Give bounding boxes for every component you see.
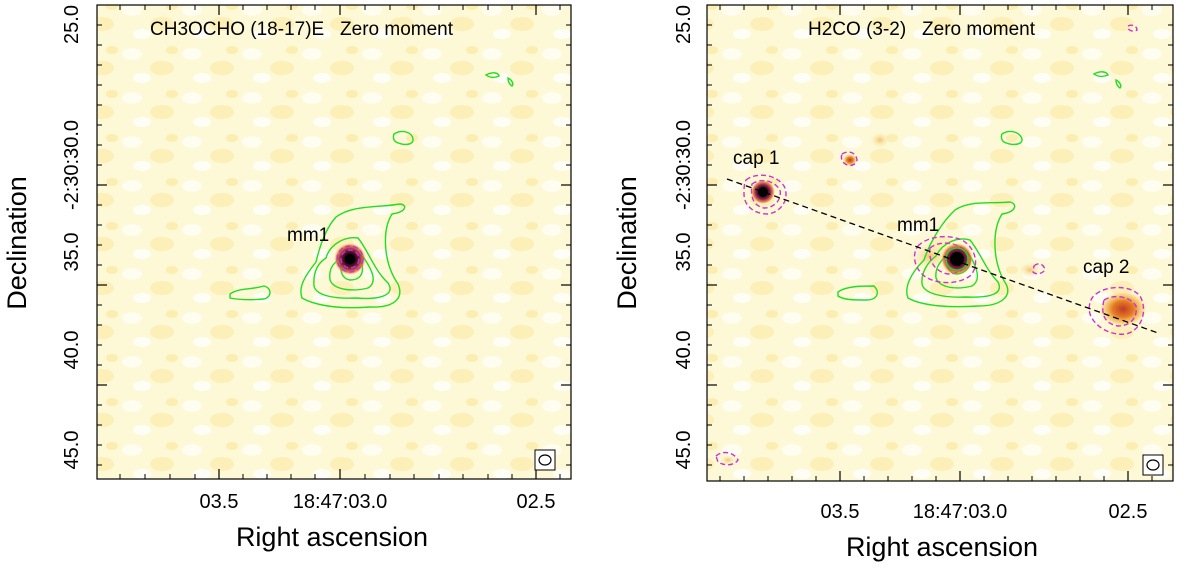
x-tick-label: 02.5 [517,491,556,513]
y-major-ticks [97,184,571,386]
axes-frame [96,4,572,480]
y-tick-label: 35.0 [61,233,83,272]
beam-ellipse [534,449,556,471]
x-minor-ticks [719,5,1153,481]
y-major-ticks [707,184,1173,386]
x-tick-label: 02.5 [1109,501,1148,523]
y-tick-label: 25.0 [673,5,695,44]
x-axis-title: Right ascension [846,532,1038,562]
y-tick-label: -2:30:30.0 [673,120,695,210]
peak-mm1 [941,243,973,275]
dashed-line [726,178,1159,334]
y-axis-title: Declination [2,176,32,310]
y-axis-title: Declination [612,176,642,310]
emission-spot [870,132,890,148]
y-minor-ticks [707,24,1173,466]
y-tick-label: -2:30:30.0 [61,120,83,210]
x-tick-label: 03.5 [821,501,860,523]
axes-frame [706,4,1174,482]
panel-title: CH3OCHO (18-17)E Zero moment [150,19,454,40]
emission-cap2 [1099,291,1147,327]
x-minor-ticks [119,5,561,479]
y-tick-label: 45.0 [673,431,695,470]
x-tick-label: 18:47:03.0 [293,491,388,513]
panel-title: H2CO (3-2) Zero moment [808,19,1036,40]
emission-spot [720,455,736,465]
peak-cap1 [751,180,775,204]
x-axis-title: Right ascension [236,522,428,552]
y-tick-label: 35.0 [673,233,695,272]
source-label: cap 2 [1083,257,1129,278]
panel-left: 03.5 18:47:03.0 02.5 25.0 -2:30:30.0 35.… [2,4,572,552]
panel-right: 03.5 18:47:03.0 02.5 25.0 -2:30:30.0 35.… [612,4,1174,562]
map-background [97,5,571,479]
beam-ellipse [1142,454,1164,476]
y-tick-label: 25.0 [61,5,83,44]
y-tick-label: 40.0 [673,331,695,370]
y-minor-ticks [97,24,571,466]
source-label: cap 1 [733,148,779,169]
y-tick-label: 40.0 [61,331,83,370]
magenta-contours [715,24,1145,466]
source-label: mm1 [287,225,329,246]
source-label: mm1 [897,215,939,236]
x-major-ticks [839,5,1129,481]
peak-mm1 [334,243,366,275]
emission-spot [843,154,857,166]
x-tick-label: 18:47:03.0 [913,501,1008,523]
x-major-ticks [218,5,537,479]
x-tick-label: 03.5 [200,491,239,513]
y-tick-label: 45.0 [61,431,83,470]
